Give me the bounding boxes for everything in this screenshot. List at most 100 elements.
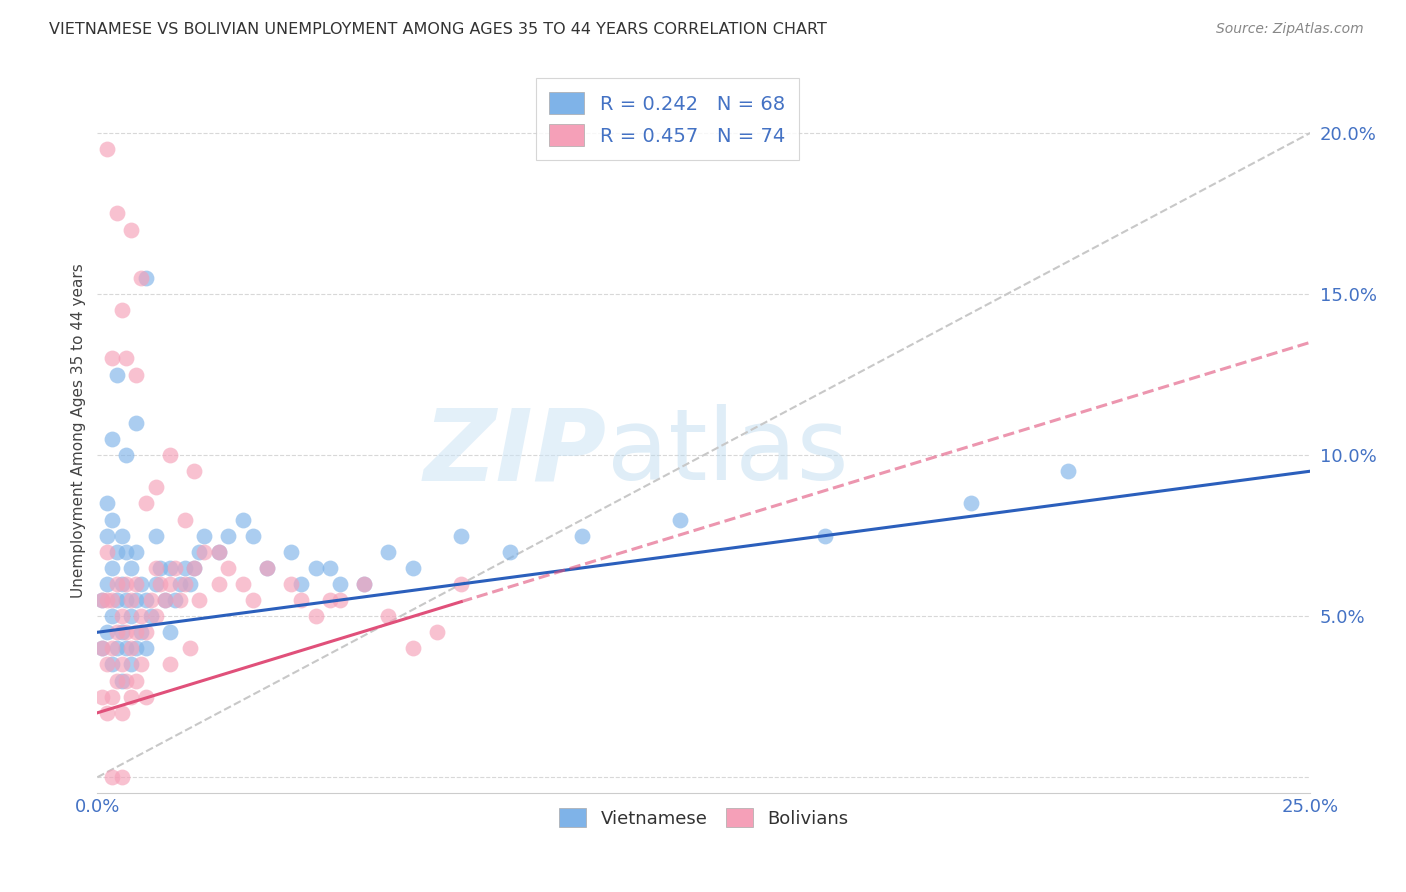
Point	[110, 577, 132, 591]
Point	[242, 528, 264, 542]
Point	[183, 561, 205, 575]
Point	[110, 528, 132, 542]
Point	[125, 416, 148, 430]
Point	[232, 577, 254, 591]
Point	[159, 657, 181, 672]
Point	[426, 625, 449, 640]
Point	[193, 528, 215, 542]
Point	[115, 641, 138, 656]
Point	[101, 593, 124, 607]
Text: VIETNAMESE VS BOLIVIAN UNEMPLOYMENT AMONG AGES 35 TO 44 YEARS CORRELATION CHART: VIETNAMESE VS BOLIVIAN UNEMPLOYMENT AMON…	[49, 22, 827, 37]
Point	[173, 577, 195, 591]
Point	[91, 641, 114, 656]
Point	[120, 641, 142, 656]
Point	[96, 577, 118, 591]
Point	[232, 512, 254, 526]
Point	[571, 528, 593, 542]
Point	[290, 577, 312, 591]
Point	[101, 512, 124, 526]
Point	[135, 690, 157, 704]
Point	[179, 641, 201, 656]
Legend: Vietnamese, Bolivians: Vietnamese, Bolivians	[553, 801, 856, 835]
Point	[101, 657, 124, 672]
Point	[125, 625, 148, 640]
Point	[135, 271, 157, 285]
Point	[105, 641, 128, 656]
Point	[169, 593, 191, 607]
Point	[173, 512, 195, 526]
Point	[115, 545, 138, 559]
Point	[256, 561, 278, 575]
Point	[159, 561, 181, 575]
Point	[179, 577, 201, 591]
Point	[96, 706, 118, 720]
Point	[163, 593, 186, 607]
Point	[450, 528, 472, 542]
Point	[145, 561, 167, 575]
Point	[183, 561, 205, 575]
Point	[499, 545, 522, 559]
Point	[135, 641, 157, 656]
Point	[319, 593, 342, 607]
Point	[155, 593, 177, 607]
Point	[101, 609, 124, 624]
Point	[290, 593, 312, 607]
Point	[105, 625, 128, 640]
Point	[101, 690, 124, 704]
Point	[120, 657, 142, 672]
Point	[105, 577, 128, 591]
Point	[115, 625, 138, 640]
Point	[115, 351, 138, 366]
Point	[139, 593, 162, 607]
Point	[305, 561, 328, 575]
Point	[256, 561, 278, 575]
Point	[120, 609, 142, 624]
Point	[145, 609, 167, 624]
Point	[105, 673, 128, 688]
Point	[115, 448, 138, 462]
Point	[110, 673, 132, 688]
Point	[105, 368, 128, 382]
Point	[101, 432, 124, 446]
Point	[115, 577, 138, 591]
Point	[101, 641, 124, 656]
Point	[159, 625, 181, 640]
Point	[115, 593, 138, 607]
Point	[96, 625, 118, 640]
Point	[329, 577, 352, 591]
Point	[450, 577, 472, 591]
Point	[91, 593, 114, 607]
Point	[110, 303, 132, 318]
Point	[242, 593, 264, 607]
Point	[91, 641, 114, 656]
Point	[183, 464, 205, 478]
Point	[169, 577, 191, 591]
Y-axis label: Unemployment Among Ages 35 to 44 years: Unemployment Among Ages 35 to 44 years	[72, 263, 86, 599]
Point	[110, 657, 132, 672]
Point	[120, 593, 142, 607]
Point	[353, 577, 375, 591]
Point	[110, 770, 132, 784]
Point	[101, 561, 124, 575]
Point	[125, 641, 148, 656]
Text: Source: ZipAtlas.com: Source: ZipAtlas.com	[1216, 22, 1364, 37]
Point	[193, 545, 215, 559]
Point	[280, 545, 302, 559]
Point	[377, 545, 399, 559]
Point	[668, 512, 690, 526]
Point	[814, 528, 837, 542]
Point	[1056, 464, 1078, 478]
Point	[125, 593, 148, 607]
Point	[377, 609, 399, 624]
Point	[125, 577, 148, 591]
Point	[208, 545, 231, 559]
Point	[125, 545, 148, 559]
Point	[129, 657, 152, 672]
Point	[96, 593, 118, 607]
Point	[120, 561, 142, 575]
Point	[129, 577, 152, 591]
Point	[149, 577, 172, 591]
Point	[305, 609, 328, 624]
Point	[135, 625, 157, 640]
Point	[125, 673, 148, 688]
